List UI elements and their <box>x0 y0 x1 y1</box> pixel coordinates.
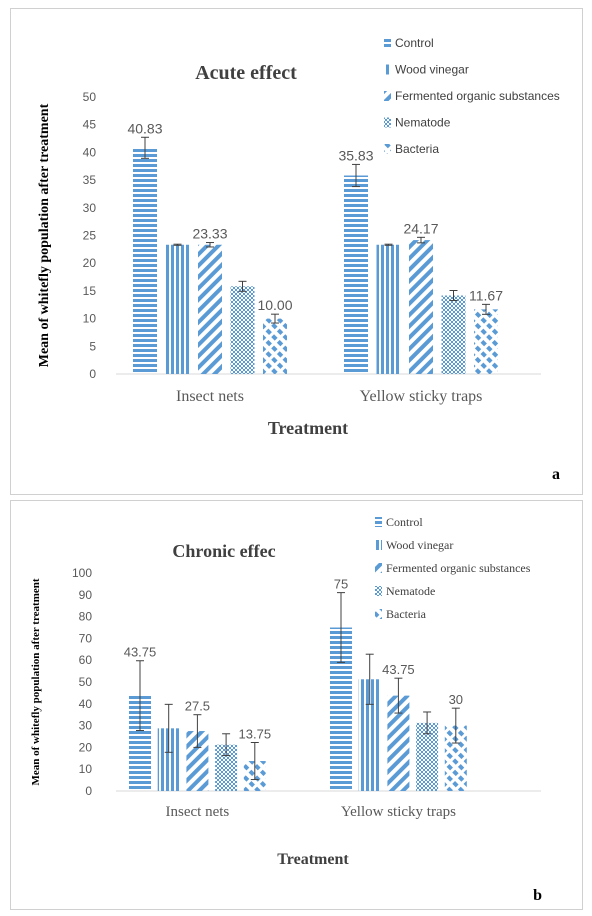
data-label: 24.17 <box>403 220 438 236</box>
bar-wood-vinegar-insect-nets <box>165 244 190 374</box>
x-axis-label: Treatment <box>268 418 348 438</box>
bar-fermented-organic-substances-yellow-sticky-traps <box>387 695 410 791</box>
acute-effect-chart: Acute effect 0 5 10 15 20 25 30 35 40 45 50 Mean of … <box>37 36 560 438</box>
bar-control-insect-nets <box>133 147 157 374</box>
legend-swatch-bacteria <box>375 609 382 619</box>
y-tick-label: 100 <box>72 566 92 580</box>
y-tick-label: 5 <box>89 339 96 353</box>
data-label: 43.75 <box>382 662 415 677</box>
data-label: 10.00 <box>257 297 292 313</box>
bar-nematode-insect-nets <box>230 286 255 374</box>
y-tick-label: 10 <box>79 762 93 776</box>
y-tick-label: 0 <box>89 367 96 381</box>
y-tick-label: 80 <box>79 610 93 624</box>
x-category-label: Insect nets <box>176 388 244 405</box>
legend-label-fermented-organic-substances: Fermented organic substances <box>386 561 531 575</box>
panel-label-b: b <box>533 887 542 904</box>
chart-panel-a: Acute effect 0 5 10 15 20 25 30 35 40 45 50 Mean of … <box>10 8 583 495</box>
legend-label-nematode: Nematode <box>395 116 451 130</box>
y-tick-label: 70 <box>79 631 93 645</box>
chronic-effect-chart: Chronic effec 0 10 20 30 40 50 60 70 80 90 100 Mean … <box>30 515 541 868</box>
legend-label-wood-vinegar: Wood vinegar <box>395 63 469 77</box>
legend-swatch-wood-vinegar <box>375 540 382 550</box>
x-axis-label: Treatment <box>277 851 349 868</box>
data-label: 13.75 <box>239 726 272 741</box>
y-axis-label: Mean of whitefly population after treatm… <box>30 578 42 785</box>
data-label: 35.83 <box>338 147 373 163</box>
legend-label-nematode: Nematode <box>386 584 435 598</box>
data-label: 23.33 <box>192 226 227 242</box>
data-label: 27.5 <box>185 699 210 714</box>
legend-label-control: Control <box>395 36 434 50</box>
y-tick-label: 20 <box>83 256 97 270</box>
legend-label-fermented-organic-substances: Fermented organic substances <box>395 89 560 103</box>
x-category-label: Insect nets <box>166 804 230 820</box>
bar-nematode-yellow-sticky-traps <box>416 722 439 791</box>
chart-title: Acute effect <box>195 62 297 84</box>
bar-fermented-organic-substances-insect-nets <box>186 731 209 791</box>
bar-bacteria-insect-nets <box>263 318 287 374</box>
legend-swatch-nematode <box>375 586 382 596</box>
y-tick-label: 45 <box>83 118 97 132</box>
bar-wood-vinegar-yellow-sticky-traps <box>376 244 401 374</box>
legend-swatch-control <box>375 517 382 527</box>
bar-wood-vinegar-insect-nets <box>157 728 180 791</box>
y-tick-label: 50 <box>83 90 97 104</box>
panel-label-a: a <box>552 466 560 483</box>
y-tick-label: 90 <box>79 588 93 602</box>
chart-panel-b: Chronic effec 0 10 20 30 40 50 60 70 80 90 100 Mean … <box>10 500 583 910</box>
legend-label-control: Control <box>386 515 423 529</box>
y-tick-label: 40 <box>79 697 93 711</box>
y-tick-label: 40 <box>83 145 97 159</box>
legend-label-wood-vinegar: Wood vinegar <box>386 538 453 552</box>
y-tick-label: 15 <box>83 284 97 298</box>
y-tick-label: 25 <box>83 229 97 243</box>
bar-control-yellow-sticky-traps <box>344 175 368 374</box>
legend-swatch-fermented-organic-substances <box>375 563 382 573</box>
legend-label-bacteria: Bacteria <box>386 607 427 621</box>
data-label: 75 <box>334 577 348 592</box>
bar-control-yellow-sticky-traps <box>330 627 352 791</box>
bar-bacteria-yellow-sticky-traps <box>444 725 467 791</box>
bar-nematode-insect-nets <box>215 744 238 791</box>
data-label: 43.75 <box>124 645 157 660</box>
y-tick-label: 30 <box>79 719 93 733</box>
y-tick-label: 30 <box>83 201 97 215</box>
legend-label-bacteria: Bacteria <box>395 142 439 156</box>
y-tick-label: 20 <box>79 740 93 754</box>
bar-wood-vinegar-yellow-sticky-traps <box>358 679 381 791</box>
bar-nematode-yellow-sticky-traps <box>441 295 466 374</box>
data-label: 11.67 <box>469 287 503 303</box>
bar-bacteria-yellow-sticky-traps <box>474 309 498 374</box>
legend-swatch-fermented-organic-substances <box>384 91 391 101</box>
x-category-label: Yellow sticky traps <box>341 804 456 820</box>
y-axis-label: Mean of whitefly population after treatm… <box>37 103 52 367</box>
y-tick-label: 10 <box>83 312 97 326</box>
legend-swatch-bacteria <box>384 144 391 154</box>
y-tick-label: 35 <box>83 173 97 187</box>
y-tick-label: 50 <box>79 675 93 689</box>
legend-swatch-control <box>384 38 391 48</box>
y-tick-label: 60 <box>79 653 93 667</box>
bar-fermented-organic-substances-yellow-sticky-traps <box>409 240 433 374</box>
data-label: 40.83 <box>127 120 162 136</box>
bar-control-insect-nets <box>129 695 151 791</box>
data-label: 30 <box>449 692 463 707</box>
bar-fermented-organic-substances-insect-nets <box>198 244 222 374</box>
legend-swatch-wood-vinegar <box>384 64 391 75</box>
x-category-label: Yellow sticky traps <box>360 388 483 405</box>
y-tick-label: 0 <box>85 784 92 798</box>
legend-swatch-nematode <box>384 117 391 128</box>
chart-title: Chronic effec <box>172 541 275 561</box>
